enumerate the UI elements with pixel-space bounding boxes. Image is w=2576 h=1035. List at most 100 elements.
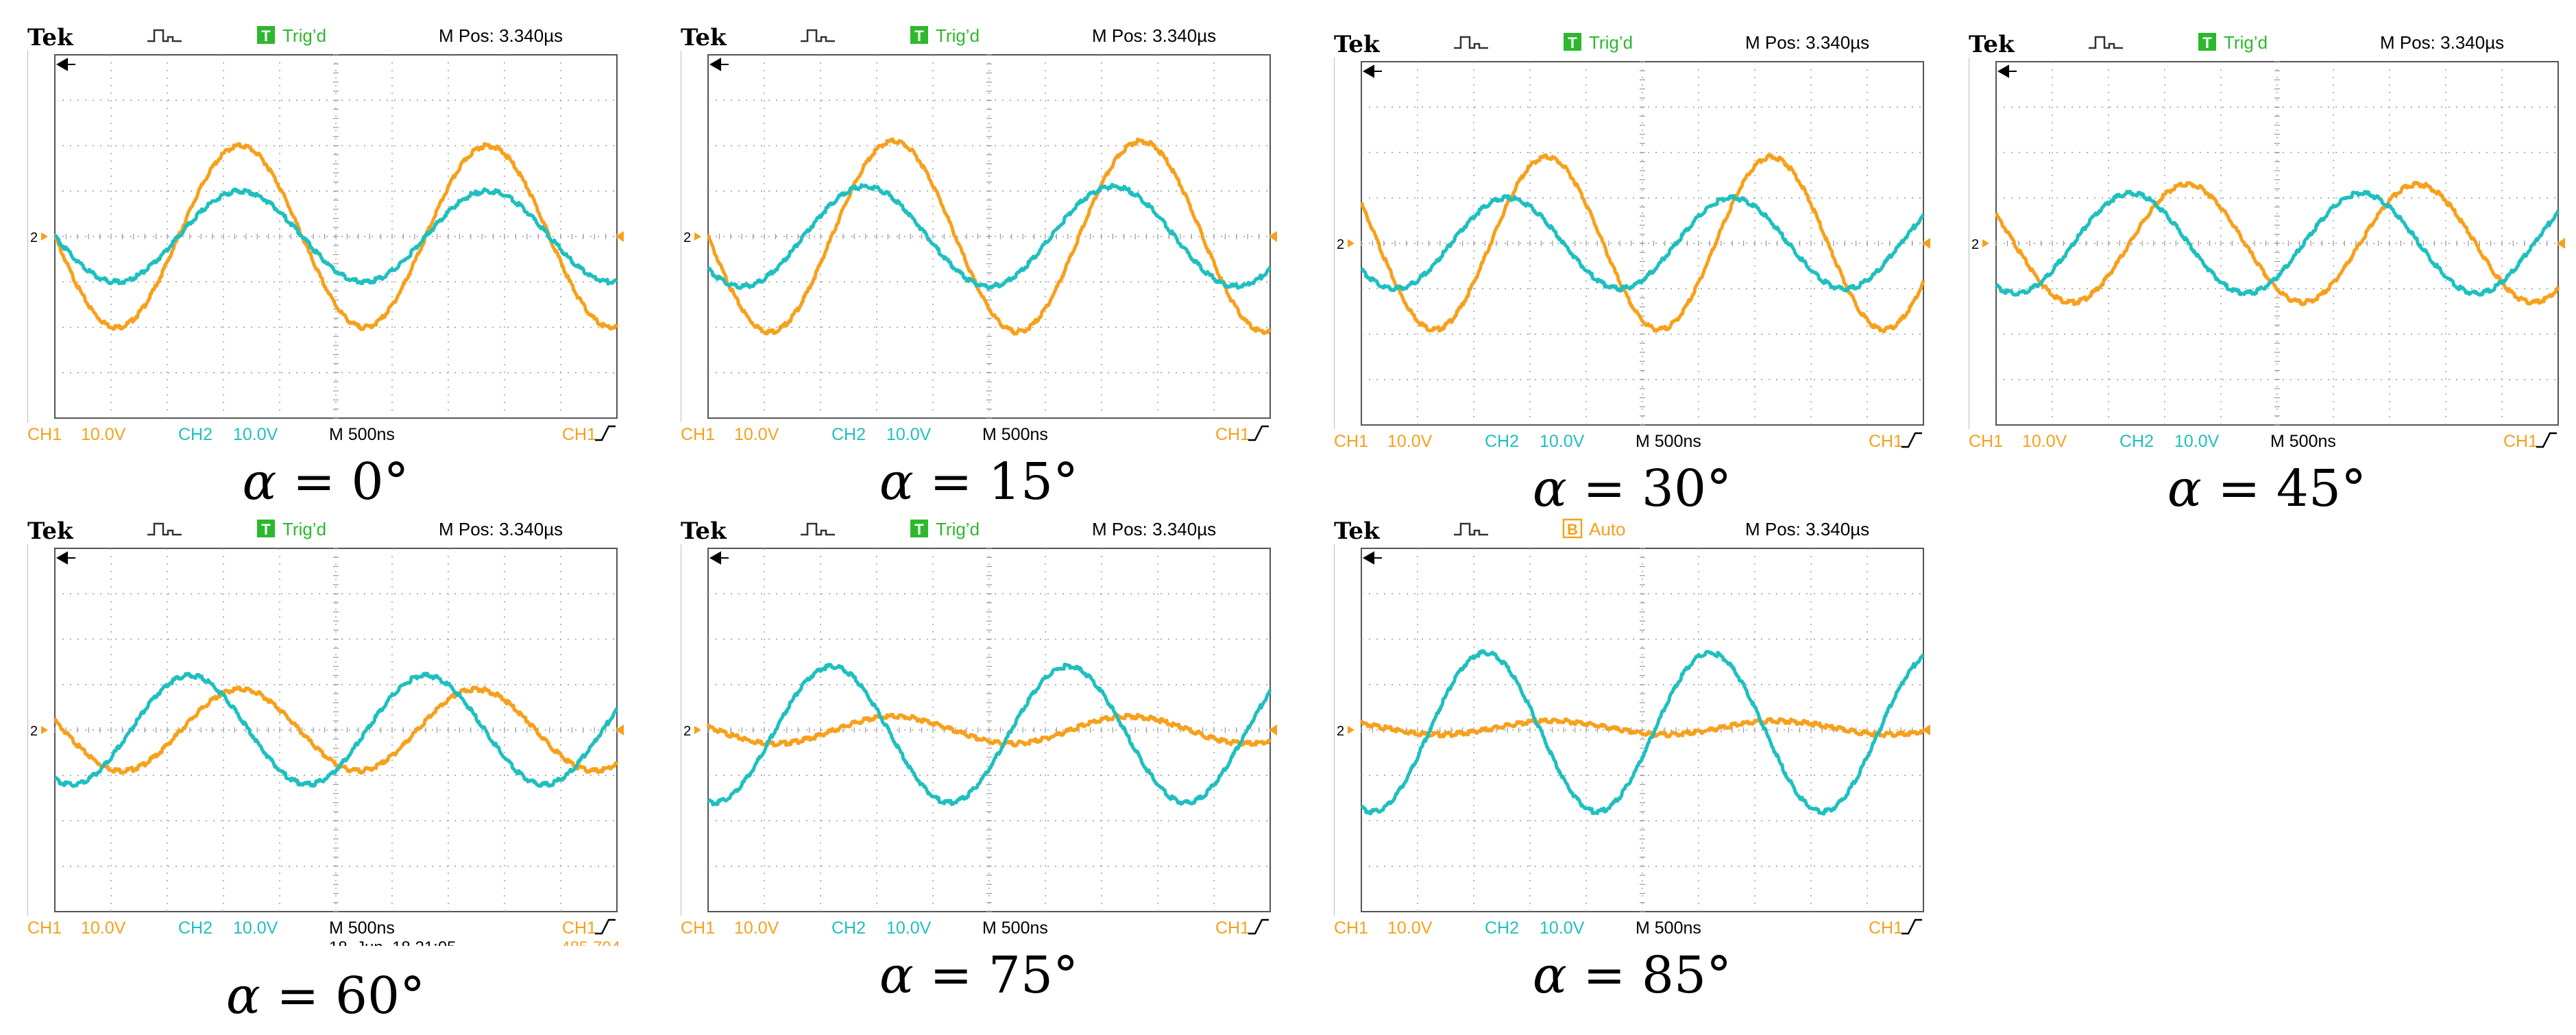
panel-caption: α = 85° <box>1334 946 1930 1005</box>
pulse-icon <box>147 29 182 42</box>
oscilloscope-screen: Tek T Trig’d M Pos: 3.340µs 2 CH1 10.0V CH2 10.0… <box>681 518 1277 938</box>
ch1-scale: 10.0V <box>1387 918 1433 938</box>
ch2-waveform <box>53 187 618 286</box>
rising-edge-icon <box>1248 425 1269 441</box>
ch2-waveform <box>1360 194 1925 293</box>
oscilloscope-screen: Tek B Auto M Pos: 3.340µs 2 CH1 10.0V CH2 10.0V M… <box>1334 518 1930 938</box>
ground-marker-label: 2 <box>1971 237 1979 252</box>
trigger-status-badge: T <box>1564 33 1581 51</box>
ground-marker-arrow-icon <box>1348 726 1354 734</box>
rising-edge-icon <box>1901 918 1922 935</box>
ch2-label: CH2 <box>1485 432 1519 451</box>
ch2-waveform <box>53 672 619 788</box>
trigger-status-badge: T <box>257 520 275 538</box>
ch2-scale: 10.0V <box>1540 918 1585 938</box>
caption-angle-value: = 75° <box>913 946 1079 1005</box>
trigger-level-arrow-icon <box>1922 724 1930 735</box>
caption-angle-value: = 45° <box>2201 459 2367 518</box>
ground-marker-arrow-icon <box>41 232 48 241</box>
ch1-label: CH1 <box>27 425 62 444</box>
date-time-readout: 18–Jun–18 21:05 <box>329 938 457 946</box>
trigger-position-arrow-icon <box>56 551 75 565</box>
ch1-waveform <box>706 712 1272 748</box>
trigger-badge-letter: T <box>261 27 271 45</box>
trigger-position-arrow-icon <box>1362 64 1382 78</box>
ch1-scale: 10.0V <box>1387 432 1433 451</box>
oscilloscope-screen: Tek T Trig’d M Pos: 3.340µs 2 CH1 10.0V CH2 10.0… <box>1969 31 2565 451</box>
pulse-icon <box>801 29 835 42</box>
pulse-icon <box>2089 36 2123 49</box>
ch1-scale: 10.0V <box>734 425 779 444</box>
caption-angle-value: = 85° <box>1566 946 1732 1005</box>
trigger-position-arrow-icon <box>1997 64 2017 78</box>
trigger-source-label: CH1 <box>1215 425 1250 444</box>
oscilloscope-screen: Tek T Trig’d M Pos: 3.340µs 2 CH1 10.0V CH2 10.0… <box>27 518 624 946</box>
trigger-source-label: CH1 <box>562 425 596 444</box>
brand-label: Tek <box>1334 518 1381 545</box>
timebase-readout: M 500ns <box>329 918 395 938</box>
trigger-position-arrow-icon <box>709 58 729 71</box>
ground-marker-label: 2 <box>683 724 691 739</box>
trigger-source-label: CH1 <box>1215 918 1250 938</box>
rising-edge-icon <box>2536 432 2557 448</box>
trigger-status-text: Trig’d <box>282 519 326 539</box>
caption-alpha-symbol: α <box>226 966 260 1025</box>
m-pos-readout: M Pos: 3.340µs <box>1092 519 1216 539</box>
ch2-waveform <box>1995 189 2560 297</box>
m-pos-readout: M Pos: 3.340µs <box>1092 25 1216 46</box>
oscilloscope-screen: Tek T Trig’d M Pos: 3.340µs 2 CH1 10.0V CH2 10.0… <box>1334 31 1930 451</box>
ch1-scale: 10.0V <box>2022 432 2067 451</box>
ground-marker-label: 2 <box>30 724 38 739</box>
oscilloscope-screen: Tek T Trig’d M Pos: 3.340µs 2 CH1 10.0V CH2 10.0… <box>27 24 624 444</box>
frequency-readout: 485.704 <box>561 938 620 946</box>
trigger-source-label: CH1 <box>2503 432 2538 451</box>
brand-label: Tek <box>27 518 74 545</box>
ch1-waveform <box>1995 180 2560 306</box>
caption-angle-value: = 60° <box>260 966 426 1025</box>
m-pos-readout: M Pos: 3.340µs <box>439 25 563 46</box>
timebase-readout: M 500ns <box>2270 432 2336 451</box>
ch1-label: CH1 <box>27 918 62 938</box>
ground-marker-label: 2 <box>1337 237 1344 252</box>
trigger-level-arrow-icon <box>616 724 624 735</box>
trigger-badge-letter: T <box>2202 34 2212 51</box>
ch1-label: CH1 <box>681 918 715 938</box>
trigger-status-badge: T <box>2198 33 2216 51</box>
ch2-label: CH2 <box>178 425 212 444</box>
caption-alpha-symbol: α <box>879 452 914 511</box>
trigger-position-arrow-icon <box>56 58 75 71</box>
trigger-position-arrow-icon <box>1362 551 1382 565</box>
ch2-scale: 10.0V <box>233 425 278 444</box>
caption-alpha-symbol: α <box>1532 459 1567 518</box>
ground-marker-arrow-icon <box>41 726 48 734</box>
ch1-waveform <box>1360 153 1925 334</box>
ground-marker-label: 2 <box>683 230 691 245</box>
ch2-label: CH2 <box>831 425 866 444</box>
ch2-label: CH2 <box>1485 918 1519 938</box>
m-pos-readout: M Pos: 3.340µs <box>439 519 563 539</box>
rising-edge-icon <box>1248 918 1269 935</box>
m-pos-readout: M Pos: 3.340µs <box>1745 32 1869 53</box>
ground-marker-label: 2 <box>1337 724 1344 739</box>
caption-alpha-symbol: α <box>879 946 914 1005</box>
trigger-badge-letter: T <box>914 27 924 45</box>
m-pos-readout: M Pos: 3.340µs <box>2380 32 2504 53</box>
trigger-status-text: Trig’d <box>2224 32 2268 53</box>
trigger-status-badge: T <box>910 520 928 538</box>
ground-marker-arrow-icon <box>694 726 701 734</box>
trigger-badge-letter: T <box>1568 34 1577 51</box>
trigger-position-arrow-icon <box>709 551 729 565</box>
ch1-scale: 10.0V <box>81 918 126 938</box>
trigger-badge-letter: T <box>261 521 271 538</box>
timebase-readout: M 500ns <box>982 425 1048 444</box>
timebase-readout: M 500ns <box>329 425 395 444</box>
brand-label: Tek <box>27 24 74 51</box>
trigger-status-badge: T <box>257 26 275 45</box>
ch2-scale: 10.0V <box>233 918 278 938</box>
ch2-label: CH2 <box>2119 432 2154 451</box>
ch1-label: CH1 <box>1334 918 1368 938</box>
trigger-level-arrow-icon <box>616 231 624 242</box>
trigger-source-label: CH1 <box>1869 432 1903 451</box>
ch1-label: CH1 <box>681 425 715 444</box>
oscilloscope-screen: Tek T Trig’d M Pos: 3.340µs 2 CH1 10.0V CH2 10.0… <box>681 24 1277 444</box>
